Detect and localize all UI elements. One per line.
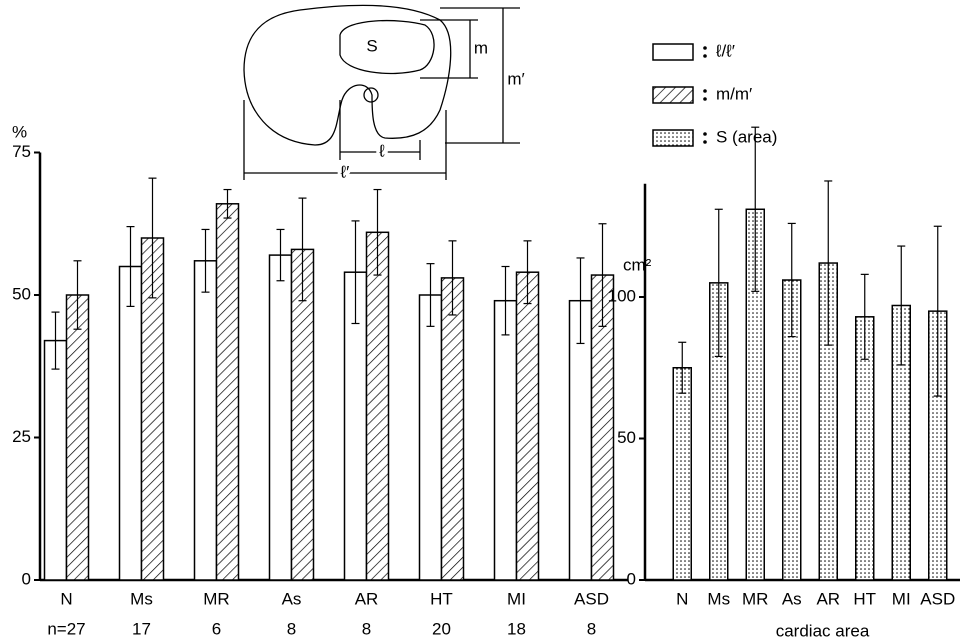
x-tick-label: MI bbox=[892, 589, 911, 608]
bar bbox=[517, 272, 539, 580]
legend-colon bbox=[703, 97, 707, 101]
sample-size: 20 bbox=[432, 619, 451, 638]
y-tick-label: 75 bbox=[12, 142, 31, 161]
diagram-label: ℓ bbox=[378, 141, 385, 160]
x-tick-label: HT bbox=[853, 589, 876, 608]
sample-size: 8 bbox=[287, 619, 296, 638]
legend-colon bbox=[703, 140, 707, 144]
diagram-label: m′ bbox=[507, 69, 524, 88]
figure: S m m′ ℓ ℓ′ 0 25 50 75% Nn=27 Ms 17 MR 6 As 8 AR 8 HT… bbox=[0, 0, 978, 643]
legend-label: m/m′ bbox=[716, 84, 752, 103]
legend-label: S (area) bbox=[716, 127, 777, 146]
bar bbox=[367, 232, 389, 580]
x-tick-label: ASD bbox=[574, 589, 609, 608]
x-tick-label: Ms bbox=[130, 589, 153, 608]
bar bbox=[442, 278, 464, 580]
y-axis-label: cm² bbox=[623, 255, 652, 274]
diagram-label: ℓ′ bbox=[340, 162, 350, 181]
sample-size: 18 bbox=[507, 619, 526, 638]
page: S m m′ ℓ ℓ′ 0 25 50 75% Nn=27 Ms 17 MR 6 As 8 AR 8 HT… bbox=[0, 0, 978, 643]
legend-colon bbox=[703, 54, 707, 58]
legend-swatch bbox=[653, 87, 693, 103]
x-tick-label: Ms bbox=[707, 589, 730, 608]
sample-size: 17 bbox=[132, 619, 151, 638]
bar bbox=[195, 261, 217, 580]
x-tick-label: As bbox=[282, 589, 302, 608]
x-tick-label: N bbox=[676, 589, 688, 608]
x-tick-label: As bbox=[782, 589, 802, 608]
bar bbox=[495, 301, 517, 580]
x-tick-label: N bbox=[60, 589, 72, 608]
sample-size: 8 bbox=[362, 619, 371, 638]
y-tick-label: 0 bbox=[22, 569, 31, 588]
bar bbox=[217, 204, 239, 580]
sample-size: 8 bbox=[587, 619, 596, 638]
legend-colon bbox=[703, 46, 707, 50]
bar bbox=[67, 295, 89, 580]
x-axis-label: cardiac area bbox=[776, 621, 870, 640]
y-tick-label: 25 bbox=[12, 427, 31, 446]
sample-size: n=27 bbox=[47, 619, 85, 638]
legend-swatch bbox=[653, 44, 693, 60]
x-tick-label: MR bbox=[742, 589, 768, 608]
y-tick-label: 50 bbox=[12, 284, 31, 303]
x-tick-label: AR bbox=[355, 589, 379, 608]
y-axis-label: % bbox=[12, 122, 27, 141]
legend-colon bbox=[703, 132, 707, 136]
bar bbox=[120, 267, 142, 581]
x-tick-label: MI bbox=[507, 589, 526, 608]
legend-label: ℓ/ℓ′ bbox=[715, 41, 735, 60]
diagram-label: m bbox=[474, 38, 488, 57]
heart-diagram: S m m′ ℓ ℓ′ bbox=[244, 5, 525, 181]
x-tick-label: MR bbox=[203, 589, 229, 608]
legend-swatch bbox=[653, 130, 693, 146]
diagram-label: S bbox=[366, 36, 377, 55]
bar bbox=[45, 341, 67, 580]
sample-size: 6 bbox=[212, 619, 221, 638]
x-tick-label: AR bbox=[816, 589, 840, 608]
bar bbox=[673, 368, 691, 580]
y-tick-label: 100 bbox=[608, 286, 636, 305]
bar bbox=[420, 295, 442, 580]
y-tick-label: 0 bbox=[627, 569, 636, 588]
bar bbox=[270, 255, 292, 580]
legend-colon bbox=[703, 89, 707, 93]
x-tick-label: HT bbox=[430, 589, 453, 608]
y-tick-label: 50 bbox=[617, 428, 636, 447]
x-tick-label: ASD bbox=[920, 589, 955, 608]
